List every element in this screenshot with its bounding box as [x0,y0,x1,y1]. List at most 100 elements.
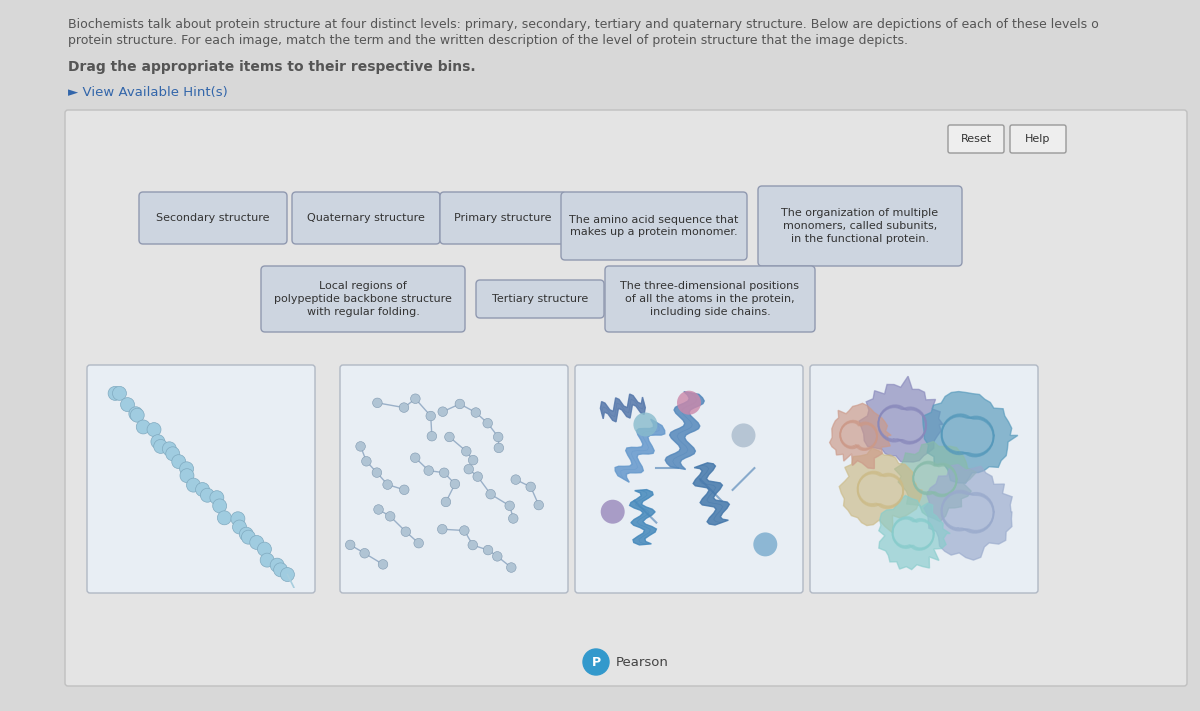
Circle shape [131,408,144,422]
Text: Pearson: Pearson [616,656,668,668]
Circle shape [108,386,122,400]
FancyBboxPatch shape [340,365,568,593]
Circle shape [445,432,455,442]
FancyBboxPatch shape [139,192,287,244]
Circle shape [137,420,150,434]
Text: Reset: Reset [960,134,991,144]
Circle shape [439,468,449,478]
Text: The amino acid sequence that
makes up a protein monomer.: The amino acid sequence that makes up a … [569,215,739,237]
Circle shape [410,394,420,404]
Circle shape [505,501,515,510]
Circle shape [486,489,496,499]
Text: The organization of multiple
monomers, called subunits,
in the functional protei: The organization of multiple monomers, c… [781,208,938,244]
Text: protein structure. For each image, match the term and the written description of: protein structure. For each image, match… [68,34,908,47]
Circle shape [233,520,246,534]
Circle shape [372,398,382,407]
Polygon shape [616,419,665,482]
Circle shape [378,560,388,570]
Circle shape [128,407,143,421]
Circle shape [509,514,518,523]
Circle shape [217,510,232,525]
Circle shape [385,511,395,521]
Circle shape [442,497,451,507]
Polygon shape [924,464,1012,560]
Circle shape [426,411,436,421]
Circle shape [472,407,481,417]
Circle shape [230,512,245,525]
Circle shape [148,422,161,437]
Circle shape [210,491,224,505]
Circle shape [526,482,535,491]
Polygon shape [894,442,977,522]
Circle shape [360,548,370,558]
Circle shape [506,562,516,572]
Polygon shape [859,376,943,462]
Text: Drag the appropriate items to their respective bins.: Drag the appropriate items to their resp… [68,60,475,74]
Circle shape [361,456,371,466]
FancyBboxPatch shape [948,125,1004,153]
Circle shape [462,447,472,456]
Circle shape [274,563,288,577]
Circle shape [492,552,502,561]
Circle shape [260,553,274,567]
Circle shape [113,386,126,400]
Circle shape [414,538,424,548]
Polygon shape [829,403,892,469]
Circle shape [241,530,256,544]
Circle shape [493,432,503,442]
Text: Help: Help [1025,134,1051,144]
Circle shape [250,535,264,550]
Text: Biochemists talk about protein structure at four distinct levels: primary, secon: Biochemists talk about protein structure… [68,18,1099,31]
Polygon shape [878,496,950,570]
Circle shape [180,469,194,483]
Circle shape [151,434,164,449]
Polygon shape [839,448,922,533]
Text: Primary structure: Primary structure [455,213,552,223]
Text: P: P [592,656,600,668]
FancyBboxPatch shape [575,365,803,593]
Text: Quaternary structure: Quaternary structure [307,213,425,223]
Circle shape [482,418,492,428]
Circle shape [583,649,610,675]
Text: Tertiary structure: Tertiary structure [492,294,588,304]
Circle shape [732,424,756,447]
Circle shape [754,533,778,557]
Circle shape [634,412,658,437]
Circle shape [346,540,355,550]
FancyBboxPatch shape [758,186,962,266]
Circle shape [410,453,420,463]
Circle shape [200,488,215,502]
FancyBboxPatch shape [440,192,566,244]
Text: Local regions of
polypeptide backbone structure
with regular folding.: Local regions of polypeptide backbone st… [274,281,452,317]
Circle shape [166,447,180,461]
Circle shape [468,455,478,465]
Circle shape [494,443,504,453]
Circle shape [400,403,409,412]
Circle shape [162,442,176,456]
FancyBboxPatch shape [65,110,1187,686]
Circle shape [172,454,186,469]
Circle shape [120,397,134,412]
Circle shape [677,391,701,415]
Circle shape [383,480,392,489]
Circle shape [372,468,382,477]
Circle shape [400,485,409,495]
FancyBboxPatch shape [1010,125,1066,153]
FancyBboxPatch shape [476,280,604,318]
Circle shape [239,527,253,541]
Text: ► View Available Hint(s): ► View Available Hint(s) [68,86,228,99]
Circle shape [534,501,544,510]
Circle shape [212,499,227,513]
FancyBboxPatch shape [262,266,466,332]
Polygon shape [600,394,646,422]
Circle shape [180,462,193,476]
Circle shape [455,399,464,409]
Polygon shape [665,392,704,469]
Circle shape [258,542,271,556]
Circle shape [154,439,168,454]
FancyBboxPatch shape [562,192,746,260]
Circle shape [401,527,410,537]
FancyBboxPatch shape [810,365,1038,593]
Polygon shape [923,392,1018,483]
Circle shape [373,505,383,514]
